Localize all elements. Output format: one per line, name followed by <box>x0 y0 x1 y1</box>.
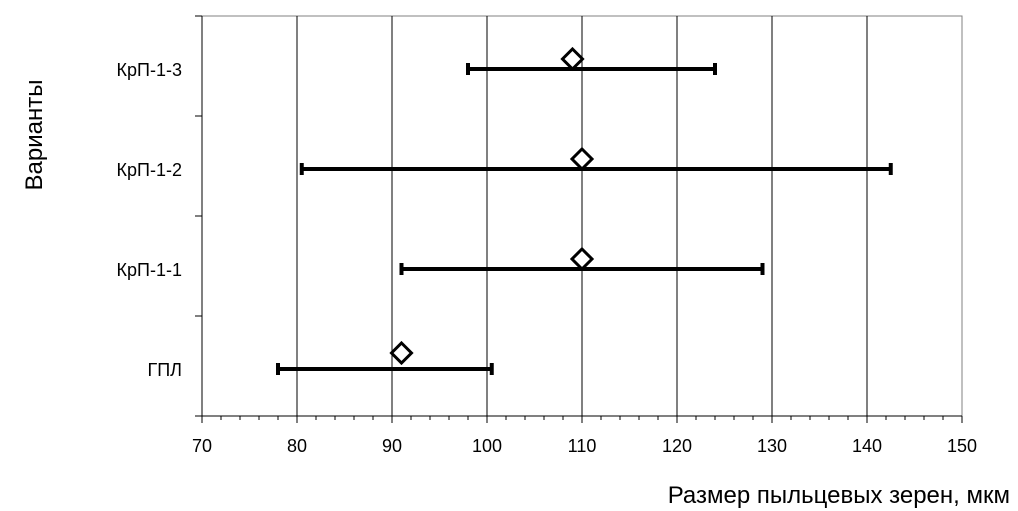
x-tick-label: 130 <box>757 436 787 456</box>
x-tick-label: 140 <box>852 436 882 456</box>
error-bar <box>276 363 494 375</box>
y-category-label: КрП-1-1 <box>117 260 182 280</box>
data-point-marker <box>569 146 595 172</box>
x-tick-label: 70 <box>192 436 212 456</box>
data-series <box>276 46 893 375</box>
x-tick-label: 80 <box>287 436 307 456</box>
error-bar <box>299 163 893 175</box>
data-point-marker <box>560 46 585 72</box>
y-category-label: КрП-1-3 <box>117 60 182 80</box>
x-tick-label: 110 <box>568 436 597 456</box>
y-axis-title: Варианты <box>21 80 48 191</box>
error-bar <box>466 63 717 75</box>
grid-lines <box>296 16 868 416</box>
x-axis-title: Размер пыльцевых зерен, мкм <box>668 482 1010 509</box>
x-tick-label: 90 <box>382 436 402 456</box>
tick-labels: 70 80 90 100 110 120 130 140 150 КрП-1-3 КрП-1-2 Кр… <box>117 60 977 456</box>
y-category-label: КрП-1-2 <box>117 160 182 180</box>
data-point-marker <box>569 246 595 272</box>
x-tick-label: 100 <box>472 436 502 456</box>
y-category-label: ГПЛ <box>148 360 183 380</box>
x-tick-label: 150 <box>947 436 977 456</box>
axes <box>195 15 963 423</box>
x-tick-label: 120 <box>662 436 692 456</box>
data-point-marker <box>389 340 414 366</box>
